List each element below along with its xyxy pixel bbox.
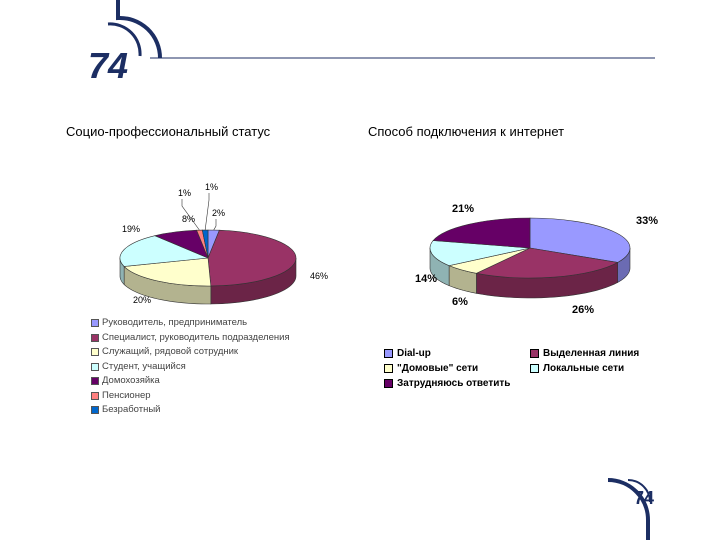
- legend-label: "Домовые" сети: [397, 363, 479, 374]
- bottom-logo-arcs: [607, 478, 651, 540]
- legend-right-item: Локальные сети: [530, 363, 676, 374]
- legend-swatch: [384, 364, 393, 373]
- chart-title-left: Социо-профессиональный статус: [66, 124, 271, 139]
- legend-label: Безработный: [102, 404, 161, 415]
- data-label: 46%: [310, 271, 328, 281]
- legend-swatch: [91, 319, 99, 328]
- legend-label: Локальные сети: [543, 363, 625, 374]
- data-label: 33%: [636, 215, 658, 227]
- data-label: 1%: [205, 182, 218, 192]
- legend-right-item: Затрудняюсь ответить: [384, 378, 530, 389]
- leader-line: [213, 219, 217, 231]
- legend-left-item: Студент, учащийся: [91, 360, 290, 375]
- leader-line: [181, 199, 200, 231]
- pie-slice: [475, 247, 619, 279]
- legend-left-item: Домохозяйка: [91, 374, 290, 389]
- logo-top: 74: [88, 45, 128, 86]
- legend-label: Dial-up: [397, 348, 431, 359]
- legend-right-item: Выделенная линия: [530, 348, 676, 359]
- data-label: 1%: [178, 188, 191, 198]
- data-label: 26%: [572, 304, 594, 316]
- data-label: 21%: [452, 203, 474, 215]
- legend-left: Руководитель, предприниматель Специалист,…: [91, 316, 290, 418]
- pie-slice: [429, 240, 531, 266]
- legend-label: Руководитель, предприниматель: [102, 317, 248, 328]
- legend-label: Домохозяйка: [102, 375, 160, 386]
- pie-slice: [201, 229, 209, 259]
- data-label: 8%: [182, 214, 195, 224]
- logo-bottom: 74: [634, 488, 654, 508]
- legend-left-item: Пенсионер: [91, 389, 290, 404]
- legend-swatch: [91, 406, 99, 415]
- legend-right-item: Dial-up: [384, 348, 530, 359]
- legend-label: Пенсионер: [102, 389, 151, 401]
- legend-label: Специалист, руководитель подразделения: [102, 331, 290, 343]
- legend-swatch: [91, 391, 99, 400]
- legend-label: Выделенная линия: [543, 348, 640, 359]
- legend-swatch: [530, 349, 539, 358]
- data-label: 14%: [415, 273, 437, 285]
- legend-swatch: [530, 364, 539, 373]
- legend-left-item: Служащий, рядовой сотрудник: [91, 345, 290, 360]
- leader-line: [204, 193, 210, 231]
- data-label: 6%: [452, 296, 468, 308]
- pie-slice: [119, 235, 209, 267]
- data-label: 2%: [212, 208, 225, 218]
- legend-swatch: [384, 379, 393, 388]
- pie-slice: [529, 217, 631, 263]
- legend-left-item: Безработный: [91, 403, 290, 418]
- legend-swatch: [91, 333, 99, 342]
- legend-swatch: [91, 362, 99, 371]
- top-logo-arcs: [107, 0, 163, 59]
- pie-slice: [432, 217, 531, 249]
- legend-label: Служащий, рядовой сотрудник: [102, 346, 239, 357]
- pie-slice: [123, 257, 212, 287]
- legend-right: Dial-up Выделенная линия "Домовые" сети Лок…: [384, 348, 674, 389]
- legend-left-item: Руководитель, предприниматель: [91, 316, 290, 331]
- legend-right-item: "Домовые" сети: [384, 363, 530, 374]
- data-label: 20%: [133, 295, 151, 305]
- data-label: 19%: [122, 224, 140, 234]
- legend-swatch: [91, 377, 99, 386]
- legend-label: Студент, учащийся: [102, 360, 186, 372]
- legend-swatch: [91, 348, 99, 357]
- chart-title-right: Способ подключения к интернет: [368, 124, 565, 139]
- legend-swatch: [384, 349, 393, 358]
- legend-left-item: Специалист, руководитель подразделения: [91, 331, 290, 346]
- legend-label: Затрудняюсь ответить: [397, 378, 511, 389]
- pie-slice: [207, 229, 297, 287]
